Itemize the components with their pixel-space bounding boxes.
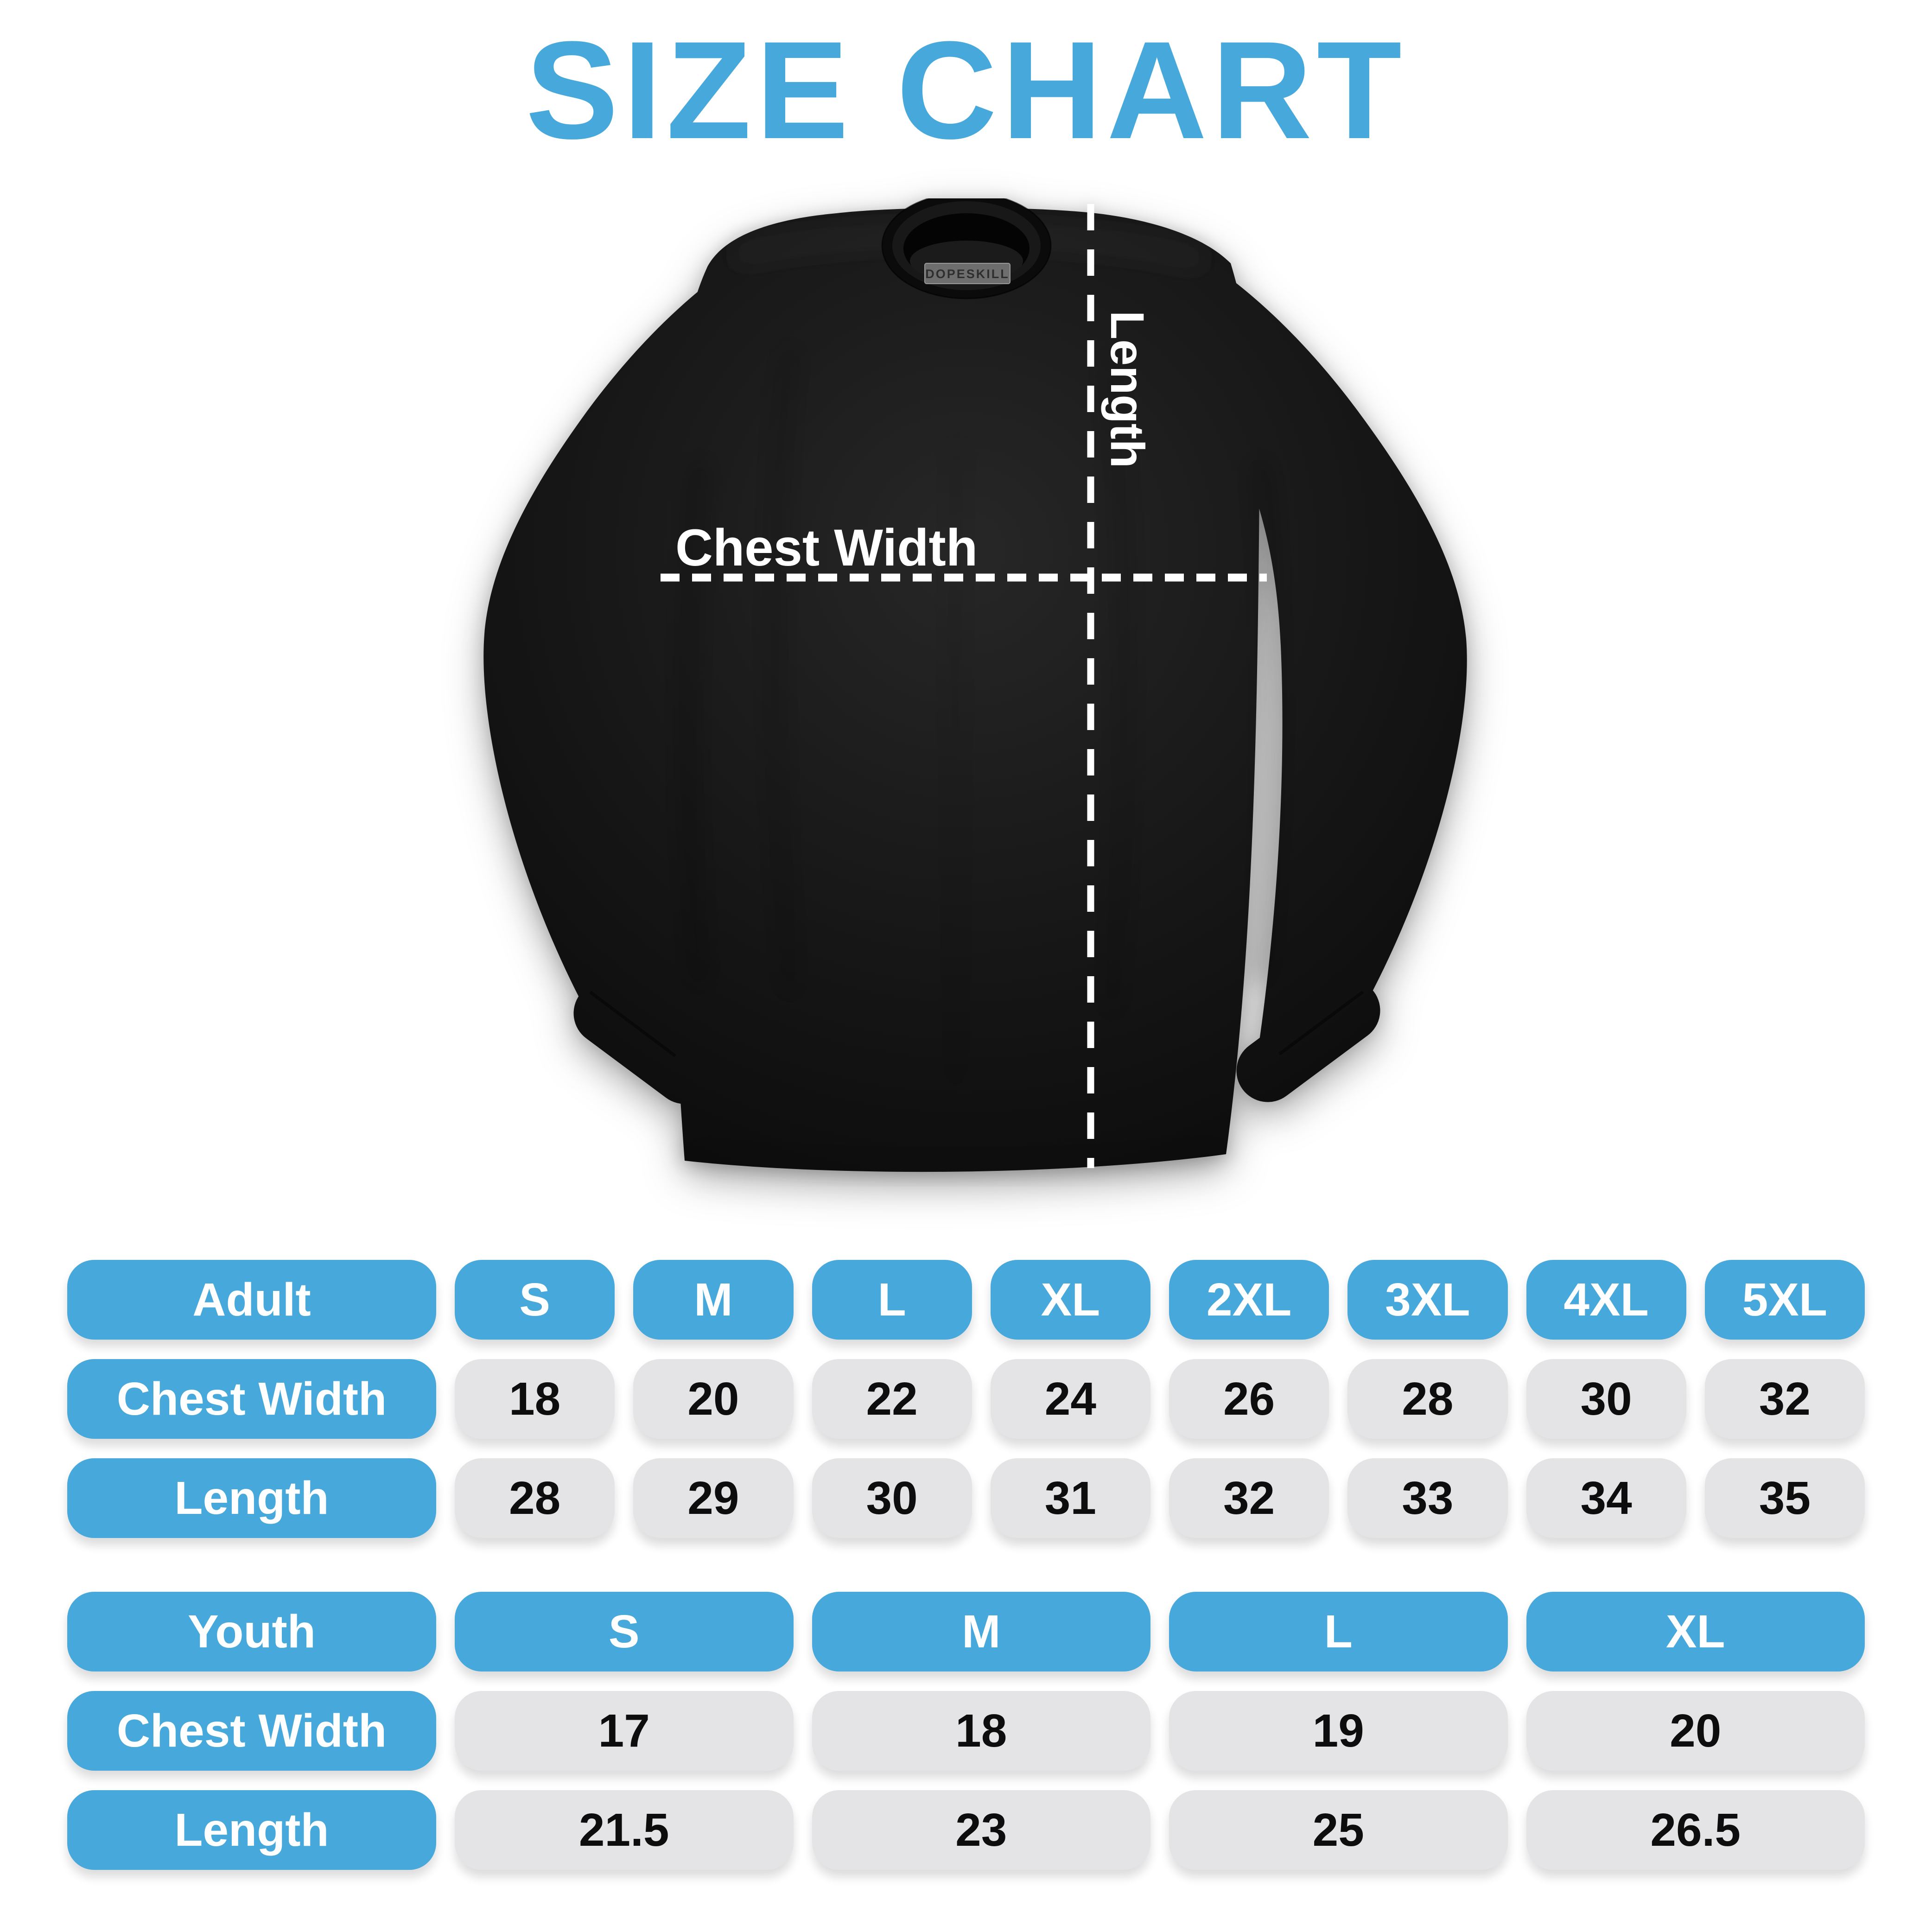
row-label-pill: Chest Width bbox=[67, 1359, 436, 1439]
shirt-left-cuff bbox=[573, 982, 716, 1104]
measurement-value-pill: 25 bbox=[1169, 1790, 1508, 1870]
measurement-value-pill: 19 bbox=[1169, 1691, 1508, 1771]
measurement-value-pill: 21.5 bbox=[455, 1790, 794, 1870]
row-label-pill: Length bbox=[67, 1458, 436, 1538]
size-header-pill: L bbox=[1169, 1592, 1508, 1671]
measurement-value-pill: 31 bbox=[990, 1458, 1150, 1538]
measurement-value-pill: 32 bbox=[1704, 1359, 1865, 1439]
size-header-pill: 5XL bbox=[1704, 1260, 1865, 1340]
adult-category-pill: Adult bbox=[67, 1260, 436, 1340]
size-header-pill: L bbox=[812, 1260, 972, 1340]
measurement-value-pill: 17 bbox=[455, 1691, 794, 1771]
size-header-pill: S bbox=[455, 1260, 615, 1340]
measurement-value-pill: 35 bbox=[1704, 1458, 1865, 1538]
measurement-value-pill: 24 bbox=[990, 1359, 1150, 1439]
measurement-value-pill: 34 bbox=[1526, 1458, 1686, 1538]
chest-width-measure-label: Chest Width bbox=[675, 519, 978, 577]
measurement-value-pill: 20 bbox=[1526, 1691, 1865, 1771]
measurement-value-pill: 18 bbox=[455, 1359, 615, 1439]
youth-category-pill: Youth bbox=[67, 1592, 436, 1671]
shirt-right-sleeve bbox=[1106, 217, 1467, 1078]
measurement-value-pill: 33 bbox=[1347, 1458, 1508, 1538]
size-header-pill: 2XL bbox=[1169, 1260, 1329, 1340]
shirt-body bbox=[667, 208, 1260, 1172]
size-header-pill: XL bbox=[1526, 1592, 1865, 1671]
shirt-left-sleeve bbox=[483, 216, 841, 1081]
row-label-pill: Length bbox=[67, 1790, 436, 1870]
shirt-measurement-diagram: DOPESKILL Chest Width Length bbox=[483, 198, 1467, 1172]
measurement-value-pill: 32 bbox=[1169, 1458, 1329, 1538]
size-tables: Adult S M L XL 2XL 3XL 4XL 5XL Chest Wid… bbox=[67, 1260, 1865, 1870]
measurement-value-pill: 29 bbox=[633, 1458, 794, 1538]
adult-size-table: Adult S M L XL 2XL 3XL 4XL 5XL Chest Wid… bbox=[67, 1260, 1865, 1538]
measurement-value-pill: 26 bbox=[1169, 1359, 1329, 1439]
measurement-value-pill: 28 bbox=[1347, 1359, 1508, 1439]
length-measure-label: Length bbox=[1101, 311, 1154, 468]
youth-size-table: Youth S M L XL Chest Width 17 18 19 20 L… bbox=[67, 1592, 1865, 1870]
shirt-right-cuff bbox=[1236, 979, 1380, 1102]
measurement-value-pill: 30 bbox=[812, 1458, 972, 1538]
page-title: SIZE CHART bbox=[526, 12, 1406, 168]
size-header-pill: M bbox=[633, 1260, 794, 1340]
measurement-value-pill: 18 bbox=[812, 1691, 1150, 1771]
size-header-pill: S bbox=[455, 1592, 794, 1671]
row-label-pill: Chest Width bbox=[67, 1691, 436, 1771]
size-header-pill: 3XL bbox=[1347, 1260, 1508, 1340]
measurement-value-pill: 30 bbox=[1526, 1359, 1686, 1439]
size-header-pill: M bbox=[812, 1592, 1150, 1671]
measurement-value-pill: 26.5 bbox=[1526, 1790, 1865, 1870]
measurement-value-pill: 23 bbox=[812, 1790, 1150, 1870]
measurement-value-pill: 28 bbox=[455, 1458, 615, 1538]
measurement-value-pill: 22 bbox=[812, 1359, 972, 1439]
measurement-value-pill: 20 bbox=[633, 1359, 794, 1439]
size-header-pill: XL bbox=[990, 1260, 1150, 1340]
brand-tag-label: DOPESKILL bbox=[925, 267, 1010, 281]
size-header-pill: 4XL bbox=[1526, 1260, 1686, 1340]
brand-tag bbox=[924, 263, 1010, 284]
